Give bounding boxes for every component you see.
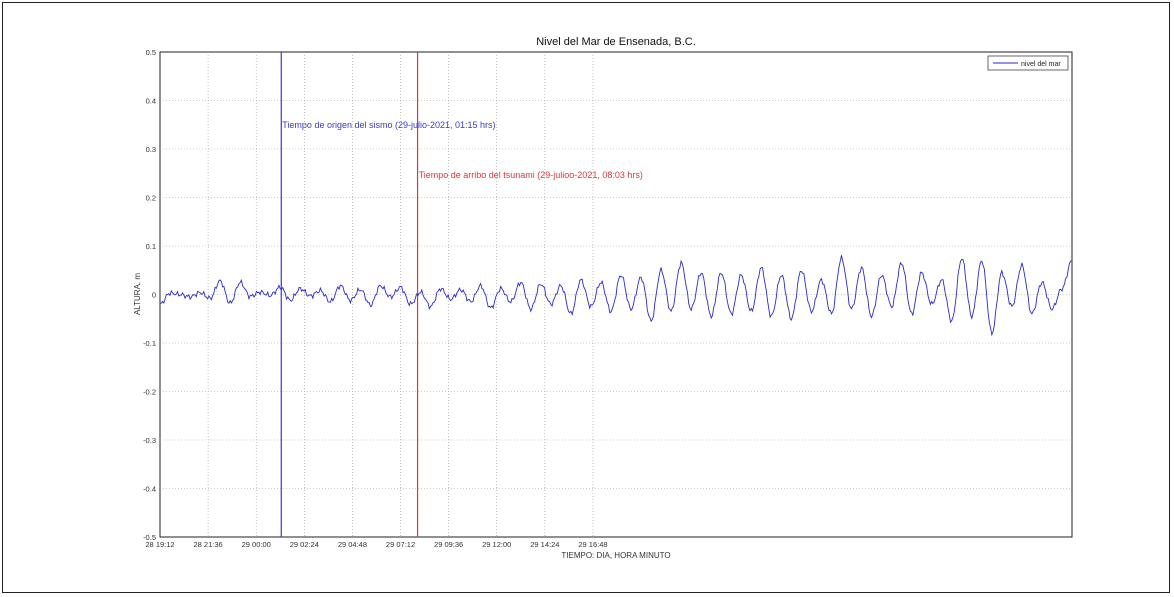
y-tick-label: 0.3	[146, 145, 156, 154]
y-axis-title: ALTURA, m	[133, 273, 142, 315]
x-tick-label: 28 21:36	[194, 540, 223, 549]
x-tick-label: 29 12:00	[482, 540, 511, 549]
y-tick-labels: 0.5 0.4 0.3 0.2 0.1 0 -0.1 -0.2 -0.3 -0.4 -0.5	[143, 48, 156, 542]
y-tick-label: 0	[152, 291, 156, 300]
y-tick-label: -0.3	[143, 436, 156, 445]
annotation-label: Tiempo de arribo del tsunami (29-julioo-…	[419, 170, 643, 180]
x-tick-label: 28 19:12	[145, 540, 174, 549]
series-layer	[159, 255, 1073, 337]
legend-box	[987, 55, 1069, 71]
series-line-nivel-del-mar	[159, 255, 1073, 337]
x-tick-label: 29 16:48	[578, 540, 607, 549]
x-tick-label: 29 09:36	[434, 540, 463, 549]
x-tick-labels: 28 19:12 28 21:36 29 00:00 29 02:24 29 04:48…	[145, 540, 607, 549]
y-tick-label: -0.2	[143, 388, 156, 397]
grid-lines	[160, 52, 1072, 537]
x-tick-label: 29 04:48	[338, 540, 367, 549]
annotation-labels: Tiempo de origen del sismo (29-julio-202…	[282, 120, 643, 180]
x-tick-label: 29 07:12	[386, 540, 415, 549]
y-tick-label: 0.2	[146, 194, 156, 203]
chart-title: Nivel del Mar de Ensenada, B.C.	[536, 36, 696, 48]
legend-label: nivel del mar	[1021, 61, 1061, 68]
x-axis-title: TIEMPO: DIA, HORA MINUTO	[561, 551, 670, 560]
annotation-label: Tiempo de origen del sismo (29-julio-202…	[282, 120, 495, 130]
x-tick-label: 29 00:00	[242, 540, 271, 549]
y-tick-label: -0.4	[143, 485, 156, 494]
x-tick-label: 29 02:24	[290, 540, 319, 549]
y-tick-label: -0.1	[143, 339, 156, 348]
y-tick-label: 0.1	[146, 242, 156, 251]
legend: nivel del mar	[987, 55, 1069, 71]
y-tick-label: 0.5	[146, 48, 156, 57]
y-tick-label: -0.5	[143, 533, 156, 542]
y-tick-label: 0.4	[146, 97, 156, 106]
x-tick-label: 29 14:24	[530, 540, 559, 549]
